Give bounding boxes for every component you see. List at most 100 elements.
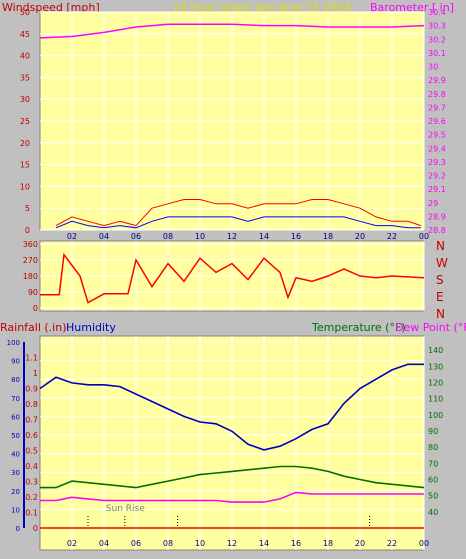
wind-ytick-15: 15 (20, 161, 30, 170)
dewpoint-axis-label: Dew Point (°F) (395, 321, 466, 334)
dir-ytick-90: 90 (28, 288, 38, 297)
temp-xtick-14: 14 (259, 539, 269, 548)
rain-ytick-0.3: 0.3 (25, 478, 38, 487)
temp-xtick-10: 10 (195, 539, 205, 548)
wind-ytick-5: 5 (25, 204, 30, 213)
rain-ytick-1.1: 1.1 (25, 354, 38, 363)
compass-e: E (436, 290, 444, 304)
temp-ytick-80: 80 (428, 443, 438, 452)
baro-ytick-28.8: 28.8 (428, 226, 446, 235)
series-layer (39, 23, 425, 529)
wind-xtick-18: 18 (323, 232, 333, 241)
compass-n-bottom: N (436, 307, 445, 321)
wind-ytick-45: 45 (20, 30, 30, 39)
baro-ytick-29.1: 29.1 (428, 185, 446, 194)
graph-title: 24 hour graph day June 15 2024 (173, 1, 352, 14)
wind-ytick-0: 0 (25, 226, 30, 235)
baro-ytick-29.9: 29.9 (428, 76, 446, 85)
rainfall-axis-label: Rainfall (.in) (0, 321, 67, 334)
temp-xtick-22: 22 (387, 539, 397, 548)
temp-series-0 (39, 363, 424, 451)
humidity-ytick-60: 60 (11, 413, 20, 421)
baro-ytick-29.4: 29.4 (428, 144, 446, 153)
temp-xtick-18: 18 (323, 539, 333, 548)
wind-xtick-12: 12 (227, 232, 237, 241)
wind-series-1 (55, 216, 421, 229)
humidity-ytick-70: 70 (11, 395, 20, 403)
temp-ytick-70: 70 (428, 459, 438, 468)
rain-ytick-0.6: 0.6 (25, 431, 38, 440)
wind-ytick-20: 20 (20, 139, 30, 148)
baro-ytick-30.3: 30.3 (428, 22, 446, 31)
temp-ytick-140: 140 (428, 346, 443, 355)
wind-xtick-02: 02 (67, 232, 77, 241)
temp-ytick-40: 40 (428, 508, 438, 517)
dir-ytick-180: 180 (23, 272, 38, 281)
compass-s: S (436, 273, 444, 287)
humidity-ytick-40: 40 (11, 451, 20, 459)
sunrise-label: Sun Rise (106, 504, 145, 514)
wind-ytick-40: 40 (20, 52, 30, 61)
rain-ytick-0: 0 (33, 524, 38, 533)
humidity-ytick-30: 30 (11, 469, 20, 477)
wind-xtick-20: 20 (355, 232, 365, 241)
rain-ytick-0.2: 0.2 (25, 493, 38, 502)
wind-ytick-35: 35 (20, 73, 30, 82)
wind-xtick-14: 14 (259, 232, 269, 241)
temp-series-2 (40, 491, 424, 503)
temp-xtick-06: 06 (131, 539, 141, 548)
humidity-ytick-20: 20 (11, 488, 20, 496)
temp-xtick-00: 00 (419, 539, 429, 548)
dir-ytick-360: 360 (23, 240, 38, 249)
wind-xtick-06: 06 (131, 232, 141, 241)
humidity-ytick-80: 80 (11, 376, 20, 384)
wind-xtick-04: 04 (99, 232, 109, 241)
baro-ytick-29.3: 29.3 (428, 158, 446, 167)
temp-xtick-16: 16 (291, 539, 301, 548)
baro-ytick-29.8: 29.8 (428, 90, 446, 99)
rain-ytick-0.4: 0.4 (25, 462, 38, 471)
wind-xtick-00: 00 (419, 232, 429, 241)
baro-ytick-30: 30 (428, 63, 438, 72)
wind-xtick-16: 16 (291, 232, 301, 241)
wind-xtick-10: 10 (195, 232, 205, 241)
wind-ytick-30: 30 (20, 95, 30, 104)
rain-ytick-0.9: 0.9 (25, 385, 38, 394)
temp-ytick-50: 50 (428, 492, 438, 501)
baro-ytick-29: 29 (428, 199, 438, 208)
humidity-ytick-50: 50 (11, 432, 20, 440)
wind-ytick-50: 50 (20, 8, 30, 17)
baro-ytick-30.2: 30.2 (428, 35, 446, 44)
baro-ytick-29.5: 29.5 (428, 131, 446, 140)
rain-ytick-1: 1 (33, 369, 38, 378)
grid-lines (40, 11, 425, 550)
temp-ytick-100: 100 (428, 411, 443, 420)
humidity-ytick-90: 90 (11, 358, 20, 366)
dir-series-0 (40, 252, 425, 304)
rain-ytick-0.8: 0.8 (25, 400, 38, 409)
temp-ytick-60: 60 (428, 475, 438, 484)
baro-ytick-29.2: 29.2 (428, 172, 446, 181)
compass-w: W (436, 256, 448, 270)
baro-ytick-30.1: 30.1 (428, 49, 446, 58)
humidity-axis-label: Humidity (66, 321, 116, 334)
rain-ytick-0.7: 0.7 (25, 416, 38, 425)
temp-ytick-90: 90 (428, 427, 438, 436)
baro-ytick-29.6: 29.6 (428, 117, 446, 126)
temp-series-1 (40, 465, 425, 489)
baro-ytick-28.9: 28.9 (428, 212, 446, 221)
wind-xtick-08: 08 (163, 232, 173, 241)
temp-xtick-12: 12 (227, 539, 237, 548)
wind-ytick-10: 10 (20, 182, 30, 191)
temperature-axis-label: Temperature (°F) (311, 321, 406, 334)
axis-ticks: 0510152025303540455028.828.92929.129.229… (7, 8, 446, 548)
temp-ytick-110: 110 (428, 395, 443, 404)
baro-ytick-29.7: 29.7 (428, 103, 446, 112)
dir-ytick-270: 270 (23, 256, 38, 265)
wind-series-2 (39, 23, 425, 39)
wind-xtick-22: 22 (387, 232, 397, 241)
baro-ytick-30.4: 30.4 (428, 8, 446, 17)
rain-ytick-0.5: 0.5 (25, 447, 38, 456)
